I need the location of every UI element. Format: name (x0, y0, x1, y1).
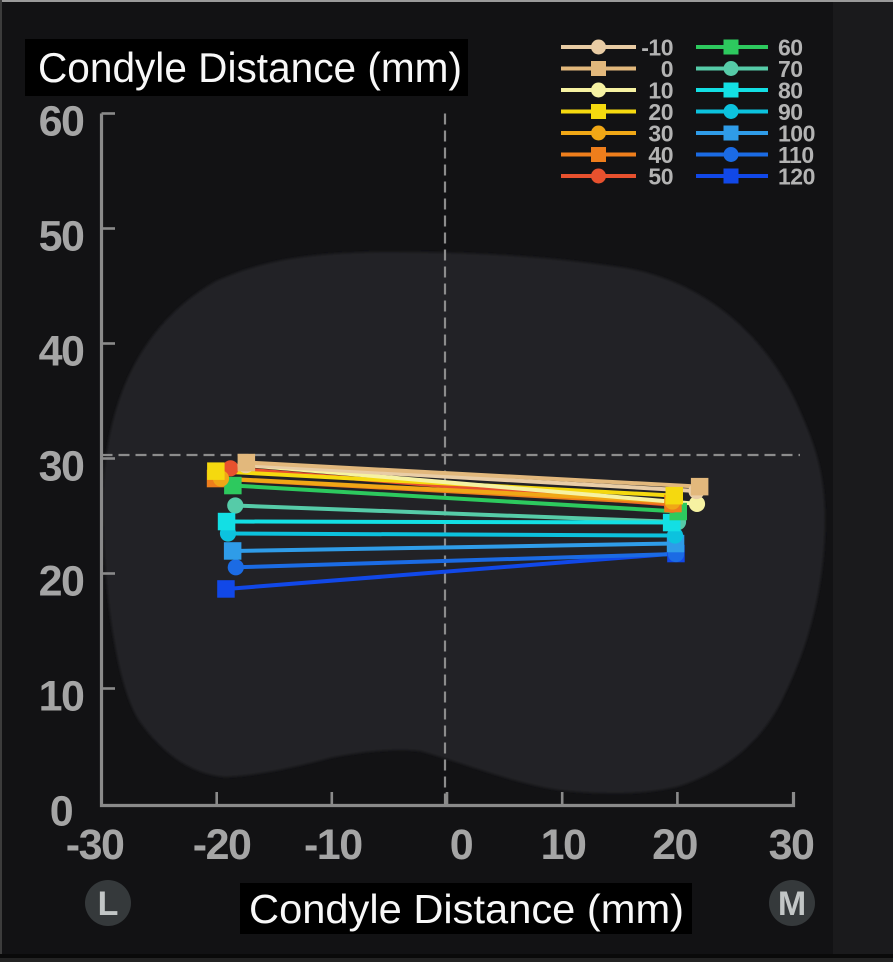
svg-text:50: 50 (648, 163, 673, 189)
svg-text:20: 20 (652, 821, 697, 869)
svg-text:30: 30 (39, 443, 84, 491)
svg-text:20: 20 (648, 99, 673, 125)
svg-text:0: 0 (450, 821, 473, 869)
svg-text:10: 10 (648, 77, 673, 103)
svg-text:30: 30 (648, 120, 673, 146)
svg-text:-20: -20 (193, 821, 251, 869)
svg-text:0: 0 (661, 56, 673, 82)
svg-text:0: 0 (50, 788, 73, 836)
svg-text:Condyle Distance (mm): Condyle Distance (mm) (38, 44, 462, 91)
svg-text:-30: -30 (66, 821, 124, 869)
svg-text:50: 50 (39, 213, 84, 261)
svg-text:10: 10 (39, 673, 84, 721)
svg-text:100: 100 (778, 120, 815, 146)
svg-text:90: 90 (778, 99, 803, 125)
svg-text:120: 120 (778, 163, 815, 189)
svg-text:L: L (98, 885, 119, 923)
svg-text:10: 10 (541, 821, 586, 869)
svg-text:-10: -10 (304, 821, 362, 869)
svg-text:60: 60 (778, 34, 803, 60)
svg-text:Condyle Distance (mm): Condyle Distance (mm) (249, 886, 684, 932)
svg-text:M: M (778, 885, 806, 923)
svg-text:80: 80 (778, 77, 803, 103)
svg-text:60: 60 (39, 98, 84, 146)
svg-text:20: 20 (39, 558, 84, 606)
svg-text:70: 70 (778, 56, 803, 82)
svg-text:30: 30 (769, 821, 814, 869)
svg-text:40: 40 (648, 142, 673, 168)
svg-text:110: 110 (778, 142, 814, 168)
svg-text:40: 40 (39, 328, 84, 376)
svg-text:-10: -10 (641, 34, 673, 60)
